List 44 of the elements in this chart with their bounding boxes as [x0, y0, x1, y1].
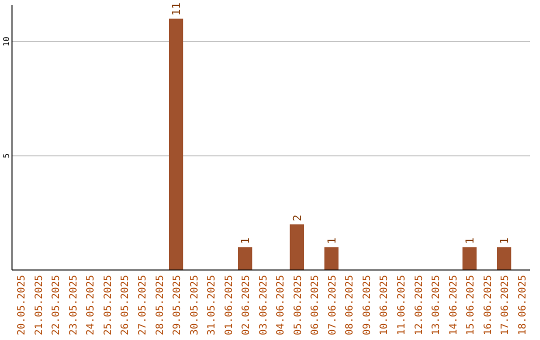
data-label: 1 — [464, 238, 477, 244]
x-tick-label: 09.06.2025 — [362, 275, 373, 336]
x-tick-label: 02.06.2025 — [241, 275, 252, 336]
x-tick-label: 15.06.2025 — [466, 275, 477, 336]
x-tick-label: 28.05.2025 — [154, 275, 166, 336]
x-tick-label: 14.06.2025 — [448, 275, 460, 336]
x-tick-label: 11.06.2025 — [396, 275, 408, 336]
x-tick-label: 10.06.2025 — [379, 275, 390, 336]
x-tick-label: 01.06.2025 — [224, 275, 235, 336]
x-tick-label: 04.06.2025 — [276, 275, 287, 336]
bar — [238, 247, 252, 270]
x-tick-label: 13.06.2025 — [431, 275, 442, 336]
x-tick-label: 18.06.2025 — [517, 275, 528, 336]
x-tick-label: 24.05.2025 — [86, 275, 97, 336]
x-tick-label: 30.05.2025 — [189, 275, 200, 336]
bar — [168, 18, 184, 270]
x-tick-label: 22.05.2025 — [51, 275, 62, 336]
bar — [290, 224, 304, 270]
x-tick-label: 29.05.2025 — [172, 275, 184, 336]
x-tick-label: 16.06.2025 — [482, 275, 494, 336]
data-label: 11 — [170, 2, 184, 16]
data-label: 2 — [290, 214, 304, 222]
x-tick-label: 26.05.2025 — [120, 275, 132, 336]
x-tick-label: 03.06.2025 — [258, 275, 270, 336]
x-tick-label: 21.05.2025 — [34, 275, 45, 336]
x-tick-label: 31.05.2025 — [206, 275, 218, 336]
x-tick-label: 07.06.2025 — [327, 275, 338, 336]
data-label: 1 — [239, 238, 252, 244]
x-tick-label: 08.06.2025 — [344, 275, 356, 336]
y-tick-label: 10 — [2, 36, 11, 46]
data-label: 1 — [498, 238, 512, 244]
y-tick-label: 5 — [2, 153, 11, 158]
data-label: 1 — [325, 238, 338, 244]
x-tick-label: 17.06.2025 — [500, 275, 512, 336]
bar — [462, 247, 477, 270]
x-tick-label: 25.05.2025 — [102, 275, 114, 336]
x-tick-label: 27.05.2025 — [138, 275, 148, 336]
x-tick-label: 23.05.2025 — [68, 275, 80, 336]
x-tick-label: 06.06.2025 — [310, 275, 322, 336]
bar — [497, 247, 512, 270]
x-tick-label: 20.05.2025 — [16, 275, 28, 336]
bar — [324, 247, 339, 270]
x-tick-label: 12.06.2025 — [414, 275, 425, 336]
x-tick-label: 05.06.2025 — [292, 275, 304, 336]
